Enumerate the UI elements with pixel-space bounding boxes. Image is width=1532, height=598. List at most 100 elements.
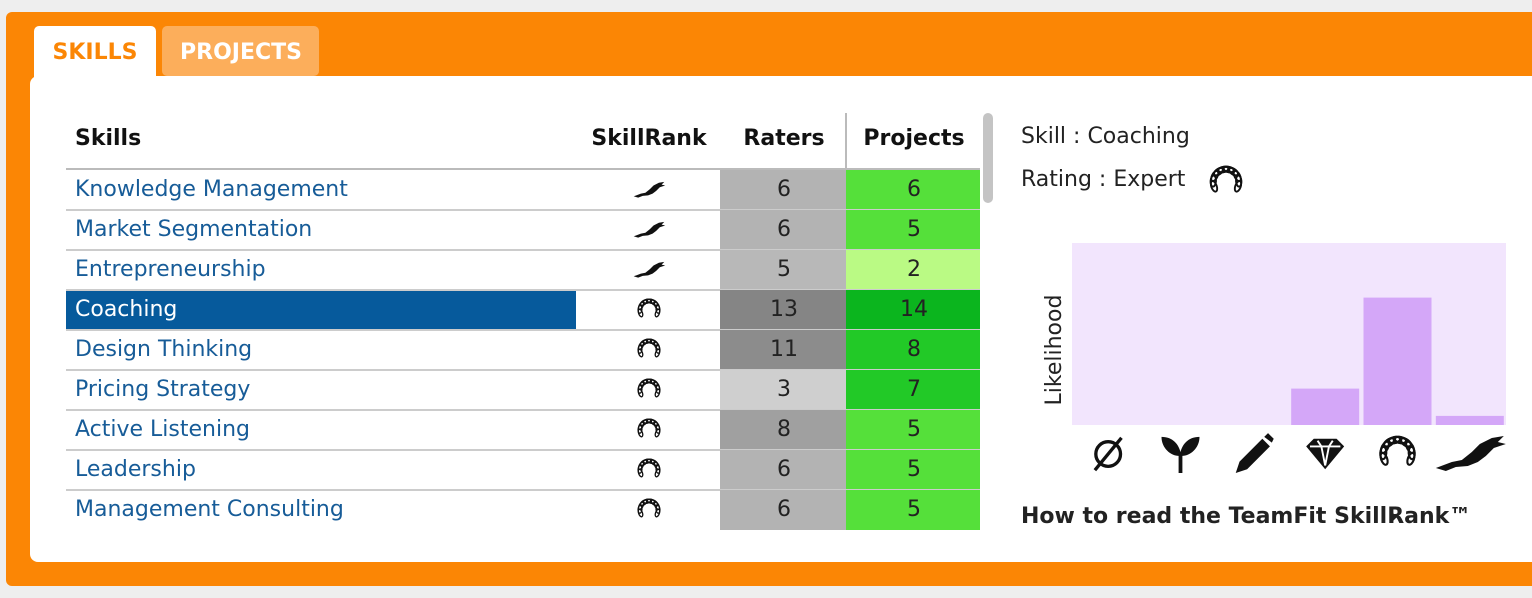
projects-cell [846, 330, 980, 370]
leaf [649, 379, 659, 386]
leaf [649, 419, 659, 426]
projects-cell [846, 450, 980, 490]
y-axis-label: Likelihood [1042, 295, 1067, 406]
icon-laurel [637, 498, 661, 518]
plot-background [1072, 243, 1506, 425]
leaf [646, 298, 656, 304]
icon-eagle [633, 221, 666, 238]
icon-eagle [633, 261, 666, 278]
raters-cell [720, 250, 846, 290]
icon-laurel [637, 458, 661, 478]
leaf [646, 498, 656, 504]
projects-count: 5 [907, 497, 921, 522]
projects-cell [846, 290, 980, 330]
projects-cell [846, 170, 980, 210]
projects-cell [846, 410, 980, 450]
leaf [1221, 165, 1235, 174]
raters-count: 13 [770, 297, 798, 322]
projects-count: 5 [907, 217, 921, 242]
raters-count: 5 [777, 257, 791, 282]
projects-count: 14 [900, 297, 928, 322]
leaf [649, 499, 659, 506]
help-link[interactable]: How to read the TeamFit SkillRank™ [1021, 504, 1471, 529]
leaf [649, 299, 659, 306]
column-header: Raters [743, 126, 824, 151]
column-header: SkillRank [591, 126, 708, 151]
leaf [649, 459, 659, 466]
projects-cell [846, 490, 980, 530]
raters-count: 11 [770, 337, 798, 362]
raters-cell [720, 450, 846, 490]
leaf [1227, 166, 1239, 177]
projects-count: 7 [907, 377, 921, 402]
eagle-shape [633, 181, 666, 198]
leaf [646, 378, 656, 384]
skill-link[interactable]: Active Listening [75, 417, 250, 442]
null-circle [1094, 439, 1123, 469]
icon-laurel [637, 378, 661, 398]
column-header: Projects [863, 126, 964, 151]
skill-link[interactable]: Entrepreneurship [75, 257, 266, 282]
eagle-shape [633, 261, 666, 278]
sprout-shape [1161, 436, 1200, 473]
leaf [646, 418, 656, 424]
leaf [649, 339, 659, 346]
eagle-shape [633, 221, 666, 238]
raters-cell [720, 330, 846, 370]
diamond-facet [1309, 440, 1341, 466]
raters-count: 8 [777, 417, 791, 442]
projects-count: 5 [907, 417, 921, 442]
bar [1363, 297, 1432, 425]
bar [1435, 415, 1504, 425]
tab-label[interactable]: PROJECTS [180, 40, 302, 65]
projects-count: 6 [907, 177, 921, 202]
skill-link[interactable]: Market Segmentation [75, 217, 312, 242]
skill-link[interactable]: Leadership [75, 457, 196, 482]
raters-cell [720, 370, 846, 410]
icon-eagle [633, 181, 666, 198]
leaf [646, 458, 656, 464]
skill-link[interactable]: Coaching [75, 297, 177, 322]
icon-diamond [1306, 438, 1345, 470]
rating-detail: Rating : Expert [1021, 167, 1186, 192]
skill-link[interactable]: Knowledge Management [75, 177, 348, 202]
raters-count: 6 [777, 497, 791, 522]
skill-link[interactable]: Management Consulting [75, 497, 344, 522]
tab-label[interactable]: SKILLS [53, 40, 138, 65]
null-slash [1093, 436, 1123, 472]
projects-cell [846, 370, 980, 410]
tab-active[interactable] [34, 26, 156, 86]
eagle-shape [1435, 436, 1506, 471]
tab[interactable] [162, 26, 319, 76]
icon-none [1093, 436, 1123, 472]
icon-pencil [1235, 433, 1274, 473]
raters-cell [720, 170, 846, 210]
leaf [646, 338, 656, 344]
scrollbar[interactable] [983, 113, 993, 203]
skill-detail: Skill : Coaching [1021, 124, 1190, 149]
leaf [1399, 436, 1412, 448]
skill-link[interactable]: Pricing Strategy [75, 377, 250, 402]
icon-laurel [637, 298, 661, 318]
raters-cell [720, 210, 846, 250]
bar [1291, 388, 1360, 425]
leaf [1392, 435, 1408, 445]
chart: Likelihood [1042, 243, 1506, 473]
raters-count: 6 [777, 217, 791, 242]
projects-count: 8 [907, 337, 921, 362]
table-body: Knowledge Management 6 6 Market Segmentatio… [66, 170, 980, 530]
icon-sprout [1161, 436, 1200, 473]
raters-cell [720, 290, 846, 330]
projects-cell [846, 250, 980, 290]
icon-laurel [637, 338, 661, 358]
icon-laurel [1379, 435, 1416, 466]
link-arrow [1391, 511, 1397, 523]
projects-count: 2 [907, 257, 921, 282]
column-header: Skills [75, 126, 141, 151]
projects-cell [846, 210, 980, 250]
selected-highlight [66, 291, 576, 329]
skill-link[interactable]: Design Thinking [75, 337, 252, 362]
raters-count: 6 [777, 457, 791, 482]
